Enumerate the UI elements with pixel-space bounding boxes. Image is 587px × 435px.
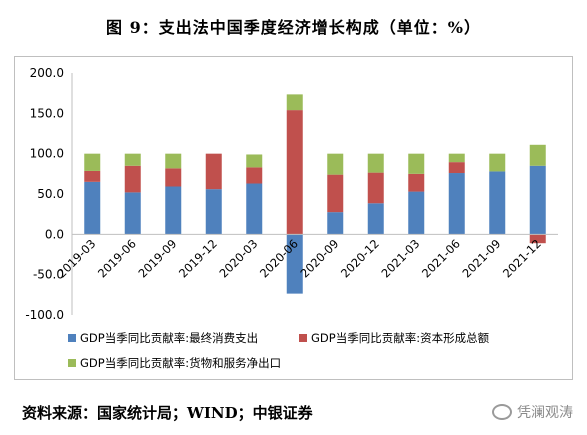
legend-swatch	[68, 359, 76, 367]
x-tick-label: 2021-03	[378, 237, 422, 281]
bar-segment	[489, 171, 506, 235]
bar-segment	[327, 153, 344, 175]
bar-segment	[246, 183, 263, 235]
legend-label: GDP当季同比贡献率:货物和服务净出口	[80, 356, 281, 370]
x-tick-label: 2020-03	[216, 237, 260, 281]
y-tick-label: -100.0	[25, 308, 64, 322]
bar-segment	[367, 153, 384, 173]
y-tick-label: 50.0	[37, 187, 64, 201]
bar-segment	[448, 173, 465, 235]
bar-segment	[448, 153, 465, 163]
bar-segment	[165, 153, 182, 169]
legend-swatch	[68, 334, 76, 342]
bar-segment	[124, 192, 141, 235]
x-tick-label: 2019-12	[176, 237, 220, 281]
x-tick-label: 2021-12	[500, 237, 544, 281]
x-tick-label: 2021-09	[459, 237, 503, 281]
watermark: 凭澜观涛	[492, 402, 573, 422]
x-tick-label: 2019-06	[95, 237, 139, 281]
chart-title: 图 9：支出法中国季度经济增长构成（单位：%）	[106, 18, 481, 37]
bar-segment	[286, 94, 303, 111]
y-tick-label: 200.0	[30, 66, 64, 80]
bar-segment	[367, 203, 384, 235]
bar-segment	[165, 186, 182, 235]
source-note: 资料来源：国家统计局；WIND；中银证券	[22, 404, 313, 422]
bar-segment	[529, 144, 546, 166]
bar-segment	[124, 165, 141, 193]
wechat-logo-icon	[492, 404, 512, 420]
bar-segment	[327, 174, 344, 213]
x-tick-label: 2019-03	[54, 237, 98, 281]
bar-segment	[408, 173, 425, 192]
y-tick-label: 100.0	[30, 147, 64, 161]
bar-segment	[408, 153, 425, 174]
bar-segment	[327, 212, 344, 235]
x-tick-label: 2019-09	[135, 237, 179, 281]
y-tick-label: 150.0	[30, 106, 64, 120]
bar-segment	[84, 181, 101, 235]
bar-segment	[84, 170, 101, 182]
x-tick-label: 2020-12	[338, 237, 382, 281]
bar-segment	[529, 165, 546, 235]
bar-segment	[165, 168, 182, 187]
legend-label: GDP当季同比贡献率:资本形成总额	[311, 331, 490, 345]
y-tick-label: 0.0	[45, 227, 64, 241]
legend-swatch	[299, 334, 307, 342]
bar-segment	[205, 153, 222, 190]
bar-segment	[529, 234, 546, 244]
bar-segment	[246, 167, 263, 184]
y-tick-label: -50.0	[33, 268, 64, 282]
bar-segment	[205, 189, 222, 235]
bar-segment	[489, 153, 506, 172]
plot-frame	[14, 56, 573, 380]
bar-segment	[448, 162, 465, 174]
bar-segment	[367, 172, 384, 204]
bar-segment	[124, 153, 141, 166]
bar-segment	[286, 110, 303, 235]
bar-segment	[408, 191, 425, 235]
x-tick-label: 2021-06	[419, 237, 463, 281]
watermark-text: 凭澜观涛	[517, 405, 573, 421]
legend-label: GDP当季同比贡献率:最终消费支出	[80, 331, 258, 345]
bar-segment	[286, 234, 303, 294]
x-tick-label: 2020-09	[297, 237, 341, 281]
bar-segment	[84, 153, 101, 171]
bar-segment	[246, 154, 263, 168]
